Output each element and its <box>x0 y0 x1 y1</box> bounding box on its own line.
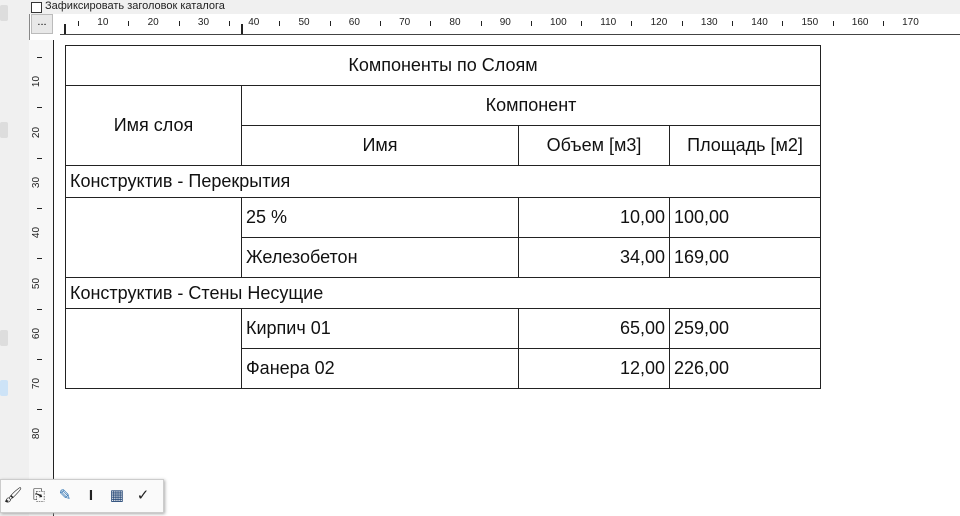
ruler-tick <box>530 21 532 26</box>
ruler-tick <box>882 21 884 26</box>
components-table: Компоненты по Слоям Имя слоя Компонент Им… <box>65 45 821 389</box>
side-button[interactable] <box>0 122 8 138</box>
cell-area: 226,00 <box>669 348 821 389</box>
col-name: Имя <box>241 125 519 166</box>
cell-volume: 12,00 <box>518 348 670 389</box>
ruler-tick <box>229 21 231 26</box>
bottom-toolbar: 🖌 ⎘ ✎ I ▦ ✓ <box>0 479 164 513</box>
cell-area: 169,00 <box>669 237 821 278</box>
ruler-label: 100 <box>550 17 567 28</box>
group-layer: Конструктив - Стены Несущие <box>65 277 821 309</box>
col-area: Площадь [м2] <box>669 125 821 166</box>
ruler-label: 110 <box>600 17 617 28</box>
ruler-tick <box>430 21 432 26</box>
ruler-label: 130 <box>700 17 718 28</box>
ruler-label: 50 <box>31 277 43 289</box>
table-row: Железобетон 34,00 169,00 <box>66 237 821 278</box>
cell-area: 100,00 <box>669 197 821 238</box>
ruler-tick <box>178 21 180 26</box>
cell-name: Фанера 02 <box>241 348 519 389</box>
ruler-tick <box>128 21 130 26</box>
ruler-corner-button[interactable]: ... <box>31 14 53 34</box>
layer-header: Имя слоя <box>65 85 242 166</box>
ruler-label: 20 <box>147 17 159 28</box>
cell-volume: 65,00 <box>518 308 670 349</box>
table-title: Компоненты по Слоям <box>65 45 821 86</box>
cell-name: Кирпич 01 <box>241 308 519 349</box>
ruler-tick <box>581 21 583 26</box>
horizontal-ruler[interactable]: 10 20 30 40 50 60 70 80 90 100 110 120 130 140 150 160 1… <box>60 14 960 35</box>
ruler-tick <box>37 208 42 210</box>
col-volume: Объем [м3] <box>518 125 670 166</box>
side-button[interactable] <box>0 380 8 396</box>
ruler-tick <box>37 308 42 310</box>
vertical-ruler[interactable]: 10 20 30 40 50 60 70 80 <box>29 40 54 516</box>
group-layer: Конструктив - Перекрытия <box>65 165 821 198</box>
ruler-tick <box>37 358 42 360</box>
ruler-tick <box>681 21 683 26</box>
ruler-label: 150 <box>801 17 819 28</box>
ruler-label: 60 <box>31 327 43 339</box>
checklist-icon[interactable]: ✓ <box>136 487 150 504</box>
ruler-tick <box>732 21 734 26</box>
table-row: Фанера 02 12,00 226,00 <box>66 348 821 389</box>
ruler-tick <box>37 57 42 59</box>
ruler-label: 60 <box>348 17 360 28</box>
ruler-tick <box>37 107 42 109</box>
cell-area: 259,00 <box>669 308 821 349</box>
cell-volume: 10,00 <box>518 197 670 238</box>
ruler-tick <box>631 21 633 26</box>
edit-table-icon[interactable]: ✎ <box>58 487 72 504</box>
ruler-label: 40 <box>31 227 43 239</box>
grid-icon[interactable]: ▦ <box>109 487 125 504</box>
ruler-tick <box>782 21 784 26</box>
ruler-tick <box>279 21 281 26</box>
ruler-label: 90 <box>499 17 511 28</box>
ruler-label: 10 <box>97 17 109 28</box>
brush-icon[interactable]: 🖌 <box>3 487 23 504</box>
table-row: 25 % 10,00 100,00 <box>65 197 821 278</box>
ruler-tick <box>480 21 482 26</box>
text-block-icon[interactable]: ⎘ <box>32 487 45 504</box>
component-header: Компонент <box>241 85 821 126</box>
ruler-label: 120 <box>650 17 668 28</box>
margin-marker[interactable] <box>241 24 243 34</box>
ruler-label: 170 <box>902 17 919 28</box>
ruler-tick <box>379 21 381 26</box>
ruler-label: 70 <box>399 17 411 28</box>
cell-name: 25 % <box>241 197 519 238</box>
ruler-tick <box>37 157 42 159</box>
lock-header-checkbox[interactable] <box>31 2 42 13</box>
ruler-tick <box>37 258 42 260</box>
ruler-tick <box>832 21 834 26</box>
ruler-label: 80 <box>31 428 43 440</box>
ruler-label: 30 <box>31 176 43 188</box>
ruler-label: 40 <box>248 17 260 28</box>
ruler-label: 70 <box>31 378 43 390</box>
side-button[interactable] <box>0 5 8 21</box>
ruler-label: 30 <box>197 17 210 28</box>
ruler-label: 20 <box>31 126 43 138</box>
ruler-label: 10 <box>31 76 43 88</box>
cell-volume: 34,00 <box>518 237 670 278</box>
ruler-label: 140 <box>751 17 768 28</box>
lock-header-label: Зафиксировать заголовок каталога <box>45 0 225 12</box>
table-row: Кирпич 01 65,00 259,00 <box>65 308 821 389</box>
ruler-tick <box>78 21 80 26</box>
margin-marker[interactable] <box>64 24 66 34</box>
top-bar: Зафиксировать заголовок каталога <box>29 0 960 14</box>
ruler-label: 160 <box>851 17 869 28</box>
ruler-tick <box>329 21 331 26</box>
i-beam-icon[interactable]: I <box>88 487 94 504</box>
ruler-label: 80 <box>449 17 461 28</box>
ruler-tick <box>37 409 42 411</box>
ruler-label: 50 <box>298 17 310 28</box>
side-button[interactable] <box>0 330 8 346</box>
left-panel-strip <box>12 0 30 516</box>
cell-name: Железобетон <box>241 237 519 278</box>
